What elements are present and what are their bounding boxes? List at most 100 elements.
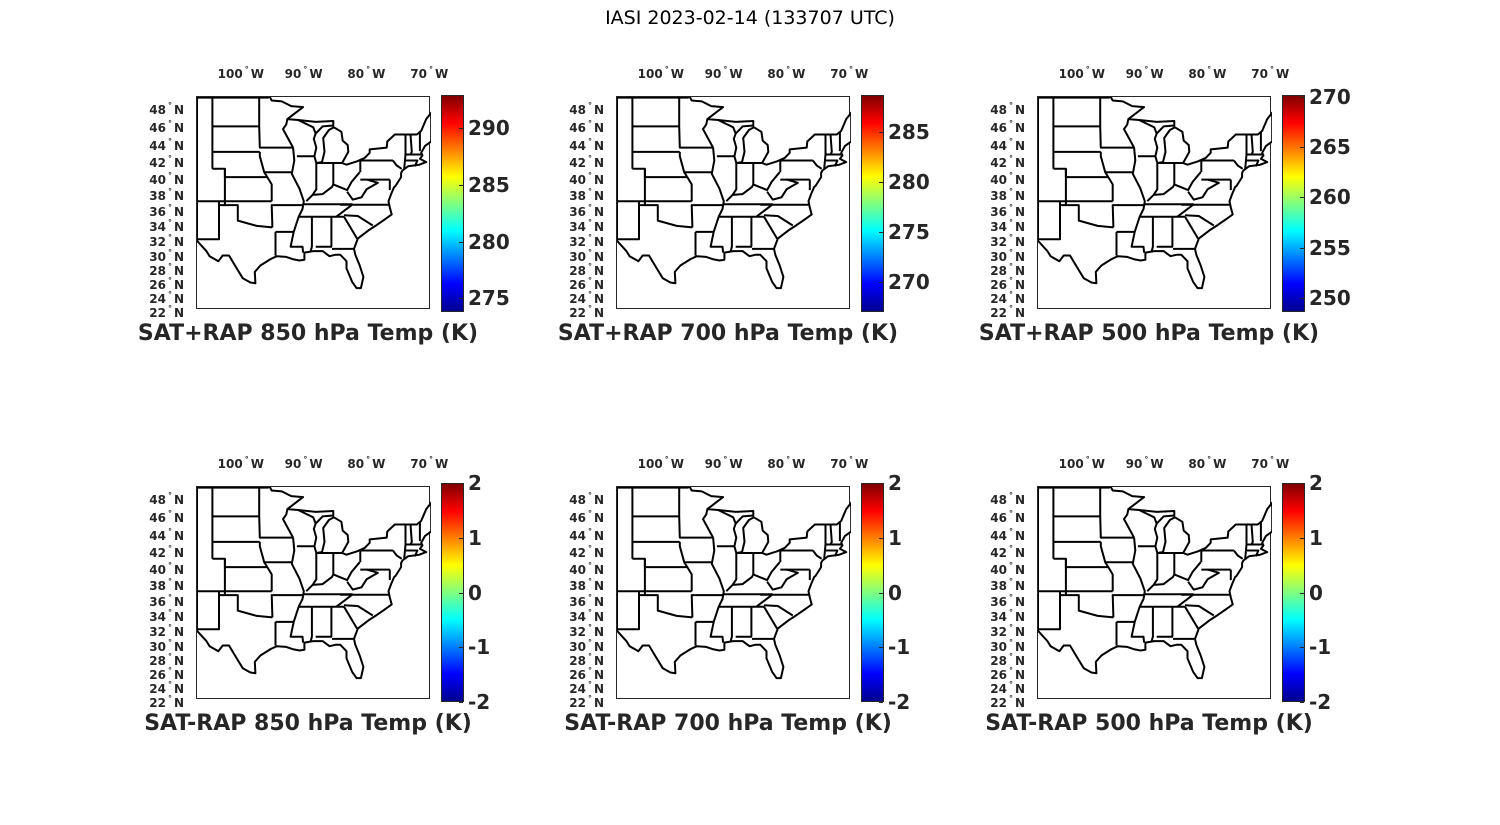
colorbar-tick-label: 290 [468, 115, 510, 140]
state-border [346, 178, 379, 201]
lat-tick-label: 34 ° N [149, 608, 184, 625]
lat-tick-label: 38 ° N [149, 187, 184, 204]
colorbar-tick [459, 241, 463, 243]
state-border [1099, 97, 1135, 149]
state-border [729, 216, 733, 252]
lat-tick-label: 38 ° N [990, 187, 1025, 204]
state-border [1123, 508, 1135, 539]
lat-tick-label: 32 ° N [569, 623, 604, 640]
state-border [258, 487, 294, 539]
state-border [678, 541, 693, 592]
colorbar-tick [1300, 197, 1304, 199]
us-states-map [1038, 487, 1272, 680]
colorbar-tick-label: 2 [468, 471, 482, 495]
colorbar-tick [1300, 592, 1304, 594]
state-border [305, 171, 361, 202]
state-border [1250, 524, 1254, 545]
lat-tick-label: 44 ° N [149, 137, 184, 154]
state-border [639, 204, 693, 229]
lat-tick-label: 38 ° N [990, 577, 1025, 594]
lat-tick-label: 40 ° N [569, 561, 604, 578]
map-axes [616, 486, 851, 699]
lon-tick-label: 70 ° W [410, 65, 449, 81]
colorbar-tick [1300, 537, 1304, 539]
lon-tick-label: 90 ° W [284, 455, 323, 471]
lat-tick-label: 42 ° N [149, 154, 184, 171]
state-border [824, 549, 839, 557]
lat-tick-label: 36 ° N [569, 593, 604, 610]
state-border [1146, 561, 1202, 592]
colorbar-tick-label: -2 [888, 690, 911, 714]
lat-tick-label: 40 ° N [990, 561, 1025, 578]
us-states-map [617, 97, 851, 290]
colorbar-tick [879, 232, 883, 233]
colorbar [441, 95, 464, 312]
lon-tick-label: 100 ° W [637, 65, 684, 81]
state-border [755, 593, 774, 608]
lat-tick-label: 26 ° N [990, 276, 1025, 293]
state-border [709, 537, 725, 643]
state-border [763, 214, 794, 227]
lat-tick-label: 22 ° N [149, 694, 184, 710]
colorbar-tick-label: 285 [468, 172, 510, 197]
colorbar-tick-label: 2 [888, 471, 902, 495]
lat-tick-label: 26 ° N [149, 666, 184, 683]
state-border [343, 606, 358, 630]
state-border [812, 159, 823, 170]
state-border [717, 119, 737, 134]
us-states-map [197, 487, 431, 680]
lon-tick-label: 100 ° W [217, 455, 264, 471]
state-border [763, 216, 778, 240]
state-border [289, 537, 305, 643]
lat-tick-label: 42 ° N [149, 544, 184, 561]
lat-tick-label: 46 ° N [569, 509, 604, 526]
colorbar-tick-label: 285 [888, 120, 930, 144]
colorbar-tick-label: -1 [888, 635, 911, 660]
state-border [702, 118, 714, 149]
lon-tick-label: 70 ° W [410, 455, 449, 471]
state-border [678, 151, 693, 202]
colorbar-tick [459, 537, 463, 539]
state-border [1233, 549, 1244, 560]
lat-tick-label: 24 ° N [990, 290, 1025, 307]
state-border [639, 594, 693, 619]
colorbar-tick [879, 182, 883, 183]
colorbar-tick [1300, 97, 1304, 98]
map-panel: 100 ° W 90 ° W 80 ° W 70 ° W 48 ° N 46 ° N 44 ° N 42 ° N 40 ° N 38 °… [144, 455, 490, 736]
lat-tick-label: 36 ° N [990, 593, 1025, 610]
state-border [1130, 147, 1146, 253]
lon-tick-label: 90 ° W [1125, 455, 1164, 471]
colorbar-tick [1300, 483, 1304, 484]
state-border [725, 171, 781, 202]
state-border [289, 147, 305, 253]
colorbar-tick [459, 127, 463, 129]
colorbar [861, 95, 884, 312]
colorbar-tick [1300, 247, 1304, 249]
lat-tick-label: 40 ° N [149, 171, 184, 188]
state-border [343, 214, 374, 227]
lat-tick-label: 42 ° N [569, 544, 604, 561]
lon-tick-label: 100 ° W [637, 455, 684, 471]
lat-tick-label: 34 ° N [990, 608, 1025, 625]
state-border [1060, 204, 1114, 229]
lat-tick-label: 34 ° N [569, 608, 604, 625]
lat-tick-label: 24 ° N [569, 680, 604, 697]
lat-tick-label: 22 ° N [990, 694, 1025, 710]
lat-tick-label: 32 ° N [569, 233, 604, 250]
state-border [1123, 118, 1135, 149]
colorbar-tick [459, 298, 463, 300]
lat-tick-label: 22 ° N [990, 304, 1025, 320]
colorbar-tick [879, 647, 883, 649]
state-border [311, 163, 318, 196]
colorbar-tick [879, 132, 883, 133]
panel-title: SAT-RAP 850 hPa Temp (K) [144, 711, 472, 736]
state-border [1038, 591, 1061, 631]
lat-tick-label: 22 ° N [569, 304, 604, 320]
state-border [404, 549, 419, 557]
lon-tick-label: 70 ° W [830, 65, 869, 81]
lat-tick-label: 26 ° N [990, 666, 1025, 683]
state-border [1176, 203, 1195, 218]
lat-tick-label: 30 ° N [149, 638, 184, 654]
lat-tick-label: 28 ° N [990, 262, 1025, 279]
lon-tick-label: 100 ° W [1058, 65, 1105, 81]
